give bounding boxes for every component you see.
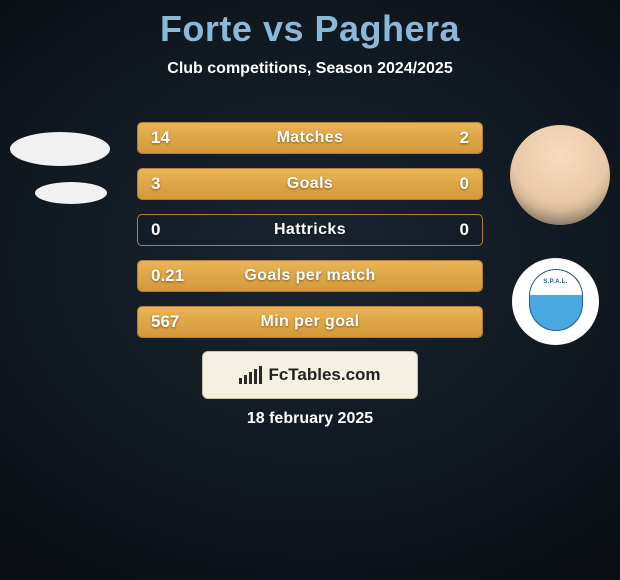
stat-value-right: 0	[404, 174, 482, 194]
stat-label: Goals	[216, 175, 404, 193]
brand-text: FcTables.com	[268, 365, 380, 385]
shield-icon: S.P.A.L.	[527, 269, 585, 335]
page-title: Forte vs Paghera	[0, 0, 620, 50]
stat-rows: 14Matches23Goals00Hattricks00.21Goals pe…	[137, 122, 483, 352]
stat-label: Goals per match	[216, 267, 404, 285]
bar-chart-icon	[239, 366, 262, 384]
stat-row: 14Matches2	[137, 122, 483, 154]
club-right-logo: S.P.A.L.	[512, 258, 599, 345]
placeholder-oval	[35, 182, 107, 204]
stat-value-left: 0	[138, 220, 216, 240]
stat-label: Min per goal	[216, 313, 404, 331]
stat-value-left: 14	[138, 128, 216, 148]
bar-icon-segment	[239, 378, 242, 384]
date: 18 february 2025	[0, 410, 620, 428]
bar-icon-segment	[244, 375, 247, 384]
stat-row: 3Goals0	[137, 168, 483, 200]
stat-value-right: 2	[404, 128, 482, 148]
stat-label: Hattricks	[216, 221, 404, 239]
subtitle: Club competitions, Season 2024/2025	[0, 60, 620, 78]
shield-lower	[529, 295, 583, 331]
stat-row: 0.21Goals per match	[137, 260, 483, 292]
stat-row: 0Hattricks0	[137, 214, 483, 246]
stat-value-right: 0	[404, 220, 482, 240]
player-right-avatar	[510, 125, 610, 225]
placeholder-oval	[10, 132, 110, 166]
brand-box: FcTables.com	[202, 351, 418, 399]
stat-label: Matches	[216, 129, 404, 147]
club-label: S.P.A.L.	[529, 269, 583, 296]
stat-value-left: 3	[138, 174, 216, 194]
bar-icon-segment	[254, 369, 257, 384]
stat-value-left: 0.21	[138, 266, 216, 286]
bar-icon-segment	[249, 372, 252, 384]
infographic: Forte vs Paghera Club competitions, Seas…	[0, 0, 620, 580]
stat-value-left: 567	[138, 312, 216, 332]
player-left-avatar	[10, 118, 110, 218]
bar-icon-segment	[259, 366, 262, 384]
stat-row: 567Min per goal	[137, 306, 483, 338]
